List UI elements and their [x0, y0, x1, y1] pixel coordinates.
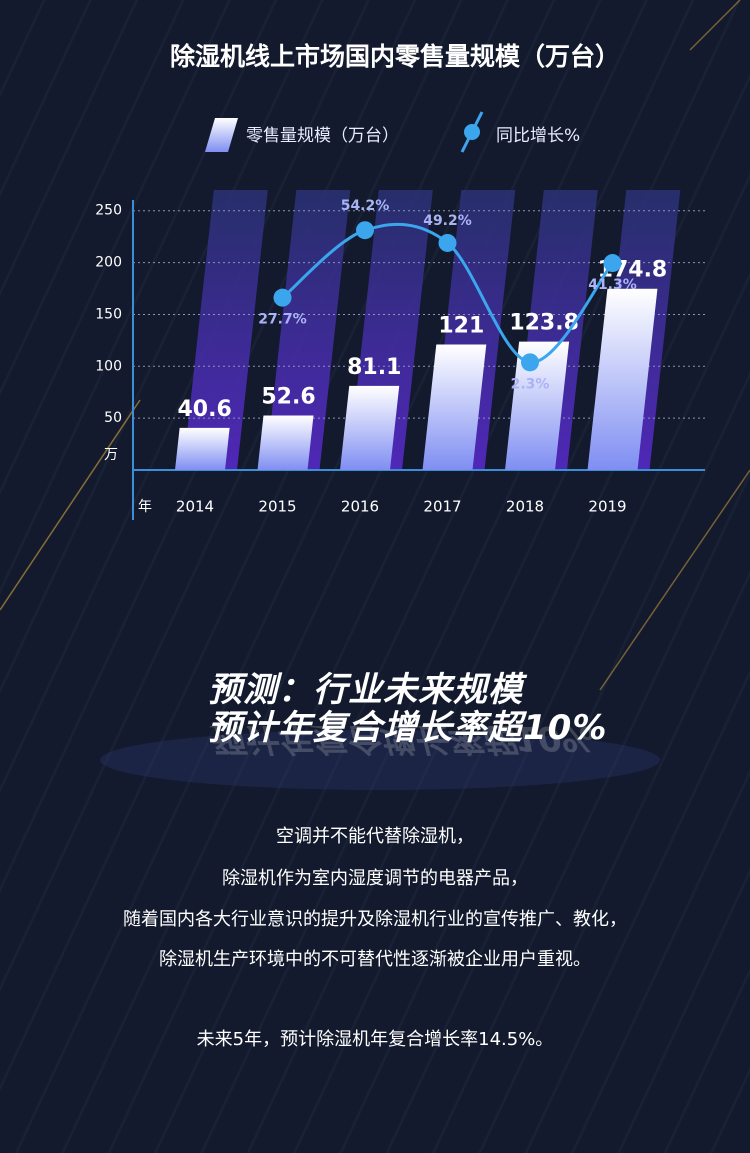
light-streak	[599, 469, 750, 691]
light-streak	[689, 0, 741, 51]
growth-line	[281, 222, 614, 364]
legend-label: 同比增长%	[496, 126, 580, 146]
x-tick-label: 2015	[258, 498, 296, 516]
headline: 预计年复合增长率超10%	[208, 708, 608, 748]
paragraph: 随着国内各大行业意识的提升及除湿机行业的宣传推广、教化，	[123, 909, 627, 930]
bar	[257, 415, 314, 470]
x-tick-label: 2014	[176, 498, 214, 516]
backdrop-bar	[265, 190, 351, 470]
bar	[422, 344, 487, 470]
growth-point	[603, 254, 622, 273]
paragraph: 除湿机作为室内湿度调节的电器产品，	[222, 868, 528, 889]
bar-value-label: 52.6	[261, 384, 315, 409]
bar	[340, 385, 400, 470]
growth-point	[438, 233, 457, 252]
y-tick-label: 250	[95, 203, 122, 219]
legend-label: 零售量规模（万台）	[246, 126, 399, 146]
x-unit: 年	[138, 499, 152, 515]
chart: 除湿机线上市场国内零售量规模（万台） 零售量规模（万台） 同比增长% 万 年 5…	[95, 42, 705, 520]
legend-dot	[464, 124, 480, 140]
growth-label: 2.3%	[511, 376, 550, 392]
y-tick-label: 200	[95, 255, 122, 271]
bar	[505, 341, 570, 470]
bar-value-label: 121	[438, 314, 484, 339]
x-tick-label: 2018	[506, 498, 544, 516]
x-tick-label: 2017	[423, 498, 461, 516]
paragraph: 除湿机生产环境中的不可替代性逐渐被企业用户重视。	[159, 949, 591, 970]
x-tick-label: 2019	[588, 498, 626, 516]
y-unit: 万	[104, 447, 118, 463]
light-streak	[0, 399, 141, 611]
paragraph: 未来5年，预计除湿机年复合增长率14.5%。	[196, 1029, 554, 1050]
legend-swatch	[205, 118, 238, 152]
growth-label: 54.2%	[341, 198, 390, 214]
headline-reflection: 预计年复合增长率超10%	[208, 726, 596, 758]
y-tick-label: 100	[95, 358, 122, 374]
bar-value-label: 40.6	[177, 397, 231, 422]
bar	[175, 427, 230, 470]
growth-point	[356, 221, 374, 240]
backdrop-bar	[183, 190, 268, 470]
paragraph: 空调并不能代替除湿机，	[276, 826, 474, 847]
growth-label: 41.3%	[588, 277, 637, 293]
y-tick-label: 50	[104, 410, 122, 426]
growth-point	[273, 288, 292, 307]
x-tick-label: 2016	[341, 498, 379, 516]
chart-title: 除湿机线上市场国内零售量规模（万台）	[170, 42, 620, 71]
growth-label: 27.7%	[258, 312, 307, 328]
glow	[100, 730, 660, 790]
bar-value-label: 81.1	[347, 355, 401, 380]
bar	[587, 288, 658, 470]
growth-label: 49.2%	[423, 213, 472, 229]
headline: 预测：行业未来规模	[208, 670, 523, 710]
growth-point	[521, 353, 539, 372]
y-tick-label: 150	[95, 306, 122, 322]
